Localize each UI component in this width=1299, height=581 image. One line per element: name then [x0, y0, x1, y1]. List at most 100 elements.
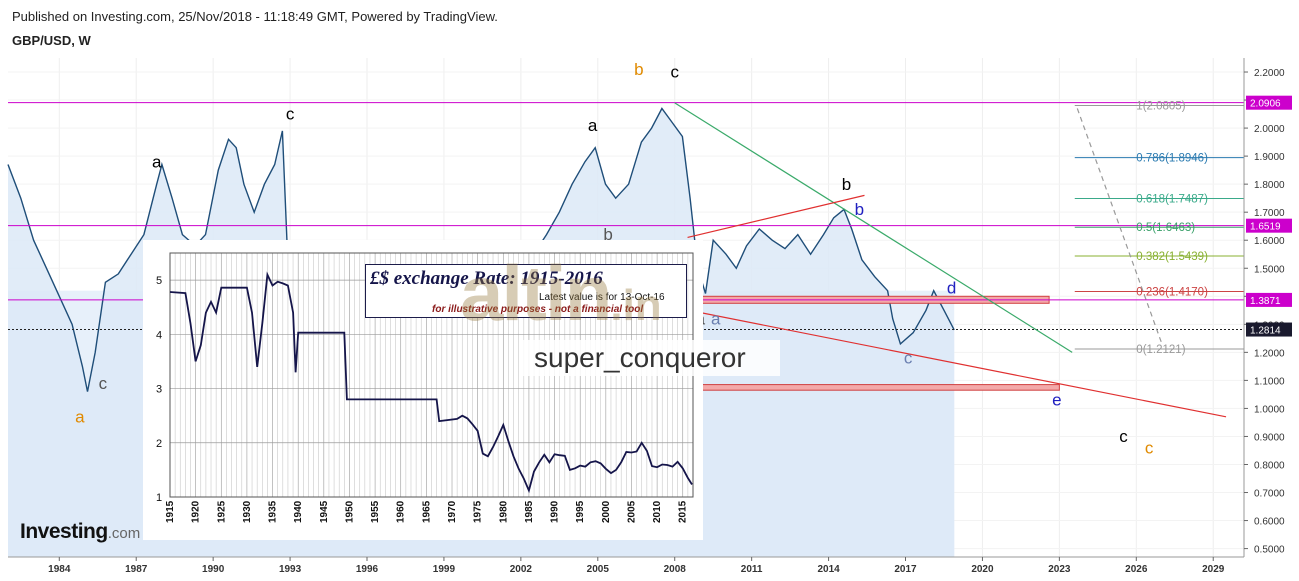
wave-label: a [152, 152, 162, 171]
wave-label: a [588, 116, 598, 135]
level-tag-label: 1.6519 [1250, 222, 1281, 233]
trend-line [687, 194, 865, 238]
wave-label: c [904, 349, 913, 368]
user-watermark: super_conqueror [520, 340, 780, 376]
level-tag [1246, 322, 1292, 337]
x-tick-label: 2020 [971, 564, 994, 575]
inset-x-tick-label: 1945 [319, 500, 330, 523]
fib-label: 0.382(1.5439) [1136, 251, 1208, 263]
inset-x-tick-label: 1915 [165, 500, 176, 523]
investing-logo: Investing.com [20, 520, 141, 543]
y-tick-label: 2.0000 [1254, 124, 1285, 135]
fib-label: 0.236(1.4170) [1136, 287, 1208, 299]
level-tag [1246, 95, 1292, 110]
y-tick-label: 0.7000 [1254, 489, 1285, 500]
x-tick-label: 1984 [48, 564, 71, 575]
x-tick-label: 1999 [433, 564, 456, 575]
price-line [7, 107, 955, 392]
published-line: Published on Investing.com, 25/Nov/2018 … [12, 9, 498, 24]
inset-note: for illustrative purposes - not a financ… [432, 304, 644, 315]
user-watermark-text: super_conqueror [534, 342, 746, 373]
y-tick-label: 1.0000 [1254, 404, 1285, 415]
level-tag-label: 1.3871 [1250, 296, 1281, 307]
y-tick-label: 1.5000 [1254, 264, 1285, 275]
inset-x-tick-label: 2010 [652, 500, 663, 523]
inset-x-tick-label: 1970 [447, 500, 458, 523]
inset-x-tick-label: 1940 [293, 500, 304, 523]
inset-x-tick-label: 1960 [396, 500, 407, 523]
fib-label: 0(1.2121) [1136, 344, 1185, 356]
fib-label: 1(2.0805) [1136, 101, 1185, 113]
y-tick-label: 1.1000 [1254, 376, 1285, 387]
inset-title-box [365, 264, 687, 318]
inset-x-tick-label: 1950 [344, 500, 355, 523]
inset-y-tick-label: 2 [156, 438, 162, 450]
y-tick-label: 0.6000 [1254, 517, 1285, 528]
x-tick-label: 2011 [741, 564, 763, 575]
inset-x-tick-label: 1935 [268, 500, 279, 523]
wave-label: b [855, 200, 864, 219]
y-tick-label: 1.8000 [1254, 180, 1285, 191]
wave-label: c [99, 374, 108, 393]
inset-x-tick-label: 1990 [550, 500, 561, 523]
x-tick-label: 1990 [202, 564, 225, 575]
inset-x-tick-label: 2005 [626, 500, 637, 523]
x-tick-label: 2005 [587, 564, 610, 575]
x-tick-label: 2026 [1125, 564, 1148, 575]
inset-x-tick-label: 1980 [498, 500, 509, 523]
inset-x-tick-label: 1955 [370, 500, 381, 523]
wave-label: c [286, 105, 295, 124]
inset-y-tick-label: 5 [156, 275, 162, 287]
fib-label: 0.786(1.8946) [1136, 153, 1208, 165]
fib-label: 0.618(1.7487) [1136, 194, 1208, 206]
x-tick-label: 1996 [356, 564, 379, 575]
trend-line [674, 306, 1227, 418]
wave-label: b [603, 225, 612, 244]
level-tag-label: 1.2814 [1250, 326, 1281, 337]
y-tick-label: 2.2000 [1254, 68, 1285, 79]
trend-line [674, 102, 1073, 353]
x-tick-label: 2002 [510, 564, 533, 575]
inset-title: £$ exchange Rate: 1915-2016 [370, 268, 603, 289]
x-tick-label: 2023 [1048, 564, 1071, 575]
inset-x-tick-label: 1975 [473, 500, 484, 523]
altin-watermark: altin.in [460, 249, 662, 337]
wave-label: e [1052, 391, 1061, 410]
wave-label: c [1145, 438, 1154, 457]
wave-label: b [842, 175, 851, 194]
y-tick-label: 0.9000 [1254, 432, 1285, 443]
inset-x-tick-label: 1965 [421, 500, 432, 523]
inset-x-tick-label: 2000 [601, 500, 612, 523]
x-tick-label: 2014 [817, 564, 840, 575]
inset-x-tick-label: 1995 [575, 500, 586, 523]
wave-label: b [634, 60, 643, 79]
wave-label: d [947, 278, 956, 297]
inset-subtitle: Latest value is for 13-Oct-16 [539, 292, 665, 303]
y-tick-label: 1.2000 [1254, 348, 1285, 359]
inset-x-tick-label: 2015 [678, 500, 689, 523]
wave-label: a [75, 407, 85, 426]
y-tick-label: 1.7000 [1254, 208, 1285, 219]
wave-label: c [670, 63, 679, 82]
inset-x-tick-label: 1925 [216, 500, 227, 523]
y-tick-label: 0.5000 [1254, 545, 1285, 556]
inset-y-tick-label: 4 [156, 329, 162, 341]
level-tag-label: 2.0906 [1250, 99, 1281, 110]
level-tag [1246, 218, 1292, 233]
x-tick-label: 2008 [664, 564, 687, 575]
inset-rate-line [169, 271, 693, 494]
x-tick-label: 1987 [125, 564, 148, 575]
x-tick-label: 2029 [1202, 564, 1225, 575]
symbol-label: GBP/USD, W [12, 33, 91, 48]
trend-line [1076, 108, 1163, 345]
inset-y-tick-label: 3 [156, 384, 162, 396]
y-tick-label: 1.6000 [1254, 236, 1285, 247]
inset-x-tick-label: 1930 [242, 500, 253, 523]
x-tick-label: 2017 [894, 564, 917, 575]
inset-x-tick-label: 1985 [524, 500, 535, 523]
wave-label: a [711, 309, 721, 328]
y-tick-label: 0.8000 [1254, 460, 1285, 471]
wave-label: c [1119, 427, 1128, 446]
fib-label: 0.5(1.6463) [1136, 222, 1195, 234]
y-tick-label: 1.9000 [1254, 152, 1285, 163]
